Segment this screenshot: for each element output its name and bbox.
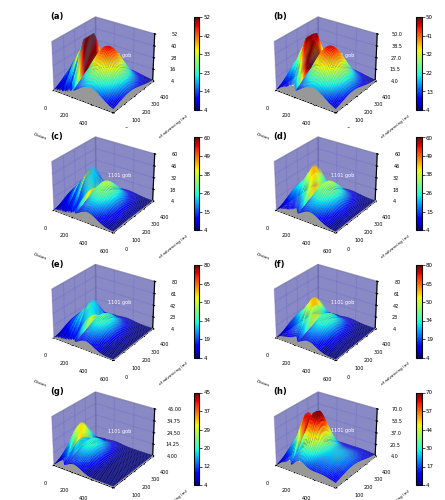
Text: (f): (f) — [273, 260, 285, 268]
Y-axis label: Distance of advancing (m): Distance of advancing (m) — [143, 489, 188, 500]
Text: (b): (b) — [273, 12, 287, 21]
Y-axis label: Distance of advancing (m): Distance of advancing (m) — [365, 114, 411, 151]
X-axis label: Distance of advancing (m): Distance of advancing (m) — [33, 132, 85, 154]
X-axis label: Distance of advancing (m): Distance of advancing (m) — [33, 380, 85, 402]
Text: (d): (d) — [273, 132, 287, 141]
Y-axis label: Distance of advancing (m): Distance of advancing (m) — [365, 489, 411, 500]
Text: (c): (c) — [51, 132, 63, 141]
Text: (a): (a) — [51, 12, 64, 21]
X-axis label: Distance of advancing (m): Distance of advancing (m) — [256, 132, 308, 154]
Text: (h): (h) — [273, 387, 287, 396]
Y-axis label: Distance of advancing (m): Distance of advancing (m) — [365, 362, 411, 399]
Text: (g): (g) — [51, 387, 65, 396]
Y-axis label: Distance of advancing (m): Distance of advancing (m) — [143, 114, 188, 151]
X-axis label: Distance of advancing (m): Distance of advancing (m) — [256, 252, 308, 274]
X-axis label: Distance of advancing (m): Distance of advancing (m) — [256, 380, 308, 402]
Y-axis label: Distance of advancing (m): Distance of advancing (m) — [143, 362, 188, 399]
Text: (e): (e) — [51, 260, 64, 268]
Y-axis label: Distance of advancing (m): Distance of advancing (m) — [365, 234, 411, 271]
Y-axis label: Distance of advancing (m): Distance of advancing (m) — [143, 234, 188, 271]
X-axis label: Distance of advancing (m): Distance of advancing (m) — [33, 252, 85, 274]
